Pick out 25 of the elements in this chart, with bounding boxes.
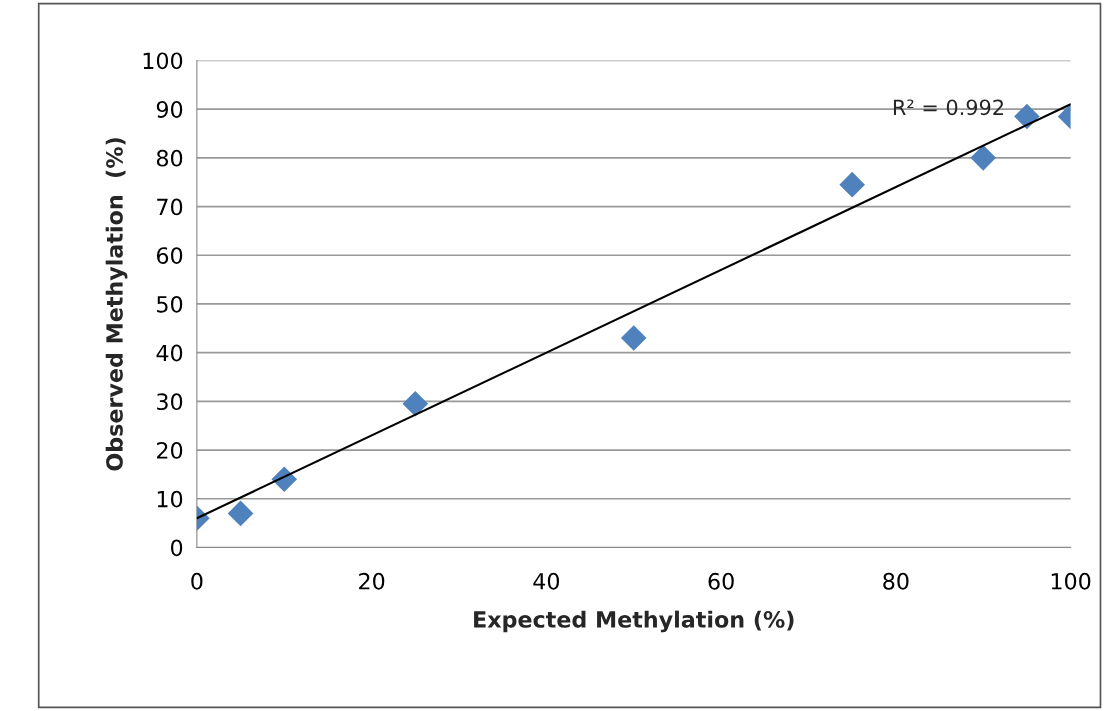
y-tick-label: 10 (157, 490, 183, 508)
y-tick-label: 90 (156, 101, 183, 118)
y-axis-title: Observed Methylation (%) (105, 138, 128, 471)
point (839, 171, 865, 198)
point (227, 500, 254, 527)
y-tick-label: 80 (156, 149, 183, 167)
x-tick-label: 20 (359, 572, 385, 590)
x-tick-label: 80 (883, 572, 909, 590)
y-tick-label: 60 (156, 247, 183, 265)
point (1014, 103, 1040, 130)
point (620, 325, 647, 351)
y-tick-label: 20 (157, 442, 183, 459)
x-tick-label: 100 (1051, 572, 1091, 590)
y-tick-label: 40 (156, 344, 183, 362)
y-tick-label: 0 (171, 539, 183, 557)
x-tick-label: 40 (533, 572, 560, 590)
x-axis-title: Expected Methylation (%) (474, 610, 794, 633)
point (402, 390, 429, 417)
y-tick-label: 50 (157, 295, 183, 313)
x-tick-label: 60 (708, 572, 734, 590)
x-tick-label: 0 (191, 572, 203, 590)
y-tick-label: 70 (157, 198, 183, 216)
y-tick-label: 30 (157, 393, 183, 411)
y-tick-label: 100 (143, 52, 183, 70)
point (970, 145, 997, 171)
